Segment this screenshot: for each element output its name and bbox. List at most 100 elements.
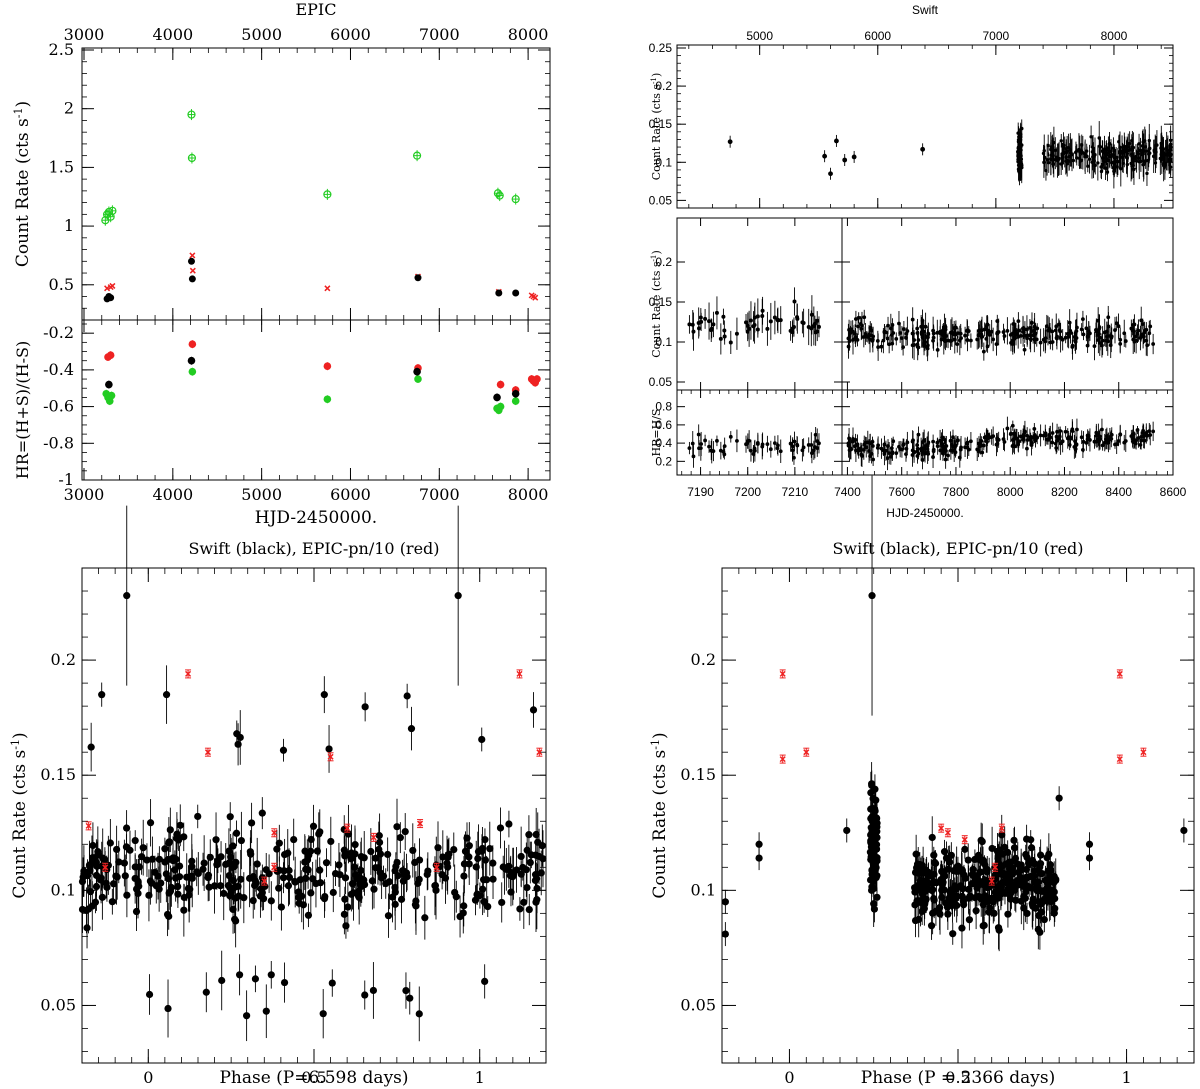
fold-long-epic-point-3 (938, 825, 945, 832)
fold-short-swift-point-370 (438, 870, 446, 879)
swift-main-rate-point-181 (1048, 340, 1053, 345)
swift-zoom-rate-point-16 (760, 308, 765, 313)
fold-long-swift-monitor-point-311 (984, 879, 992, 888)
fold-short-swift-outlier-2 (454, 592, 462, 600)
swift-main-hr-frame (841, 389, 1174, 476)
swift-main-rate-point-284 (965, 329, 970, 333)
epic-rate-frame (81, 47, 551, 321)
fold-short-epic-point-13 (536, 749, 543, 756)
swift-main-hr-point-171 (951, 435, 955, 440)
fold-short-xtick-label-1: 0.5 (301, 1068, 326, 1087)
swift-chart: Swift 5000 6000 7000 8000 0.05 0.1 0.15 0.2 0.25 C… (649, 3, 1187, 520)
fold-short-swift-point-400 (91, 898, 100, 906)
fold-short-swift-point-361 (444, 863, 452, 871)
swift-main-hr-point-242 (1122, 440, 1127, 445)
fold-short-swift-point-174 (267, 971, 275, 979)
fold-short-swift-point-325 (465, 853, 473, 861)
fold-short-swift-point-417 (471, 896, 480, 904)
fold-short-swift-point-381 (155, 885, 163, 893)
fold-long-swift-monitor-point-277 (1017, 897, 1025, 905)
fold-long-epic-point-2 (803, 749, 810, 756)
swift-top-monitor-point-185 (1151, 154, 1156, 159)
fold-short-swift-point-331 (259, 895, 268, 903)
swift-main-hr-point-2 (894, 451, 899, 456)
fold-long-swift-monitor-point-237 (1043, 854, 1051, 862)
fold-short-swift-point-94 (396, 834, 404, 842)
swift-main-rate-point-253 (1084, 326, 1089, 331)
epic-xtick-label-0: 3000 (64, 485, 105, 504)
fold-long-swift-monitor-point-173 (928, 833, 936, 842)
swift-main-rate-point-283 (898, 331, 903, 335)
swift-zoom-rate-point-9 (748, 318, 753, 323)
fold-short-swift-point-306 (533, 884, 541, 893)
fold-short-swift-point-286 (194, 812, 202, 821)
fold-short-swift-point-364 (231, 883, 240, 891)
swift-main-rate-point-52 (991, 337, 996, 342)
fold-short-swift-point-337 (164, 875, 173, 883)
swift-hr-ytick-label-2: 0.6 (655, 418, 672, 432)
fold-short-swift-point-318 (235, 892, 243, 900)
fold-long-swift-monitor-point-307 (911, 888, 919, 896)
swift-main-hr-point-288 (1032, 435, 1037, 440)
swift-top-monitor-point-217 (1060, 152, 1064, 156)
swift-main-xtick-label-5: 8400 (1105, 485, 1132, 499)
swift-main-rate-point-189 (1100, 338, 1105, 343)
swift-main-rate-point-223 (855, 337, 860, 342)
swift-zoom-rate-point-35 (718, 336, 723, 341)
swift-main-hr-point-291 (1025, 438, 1030, 442)
swift-zoom-hr-point-50 (790, 448, 795, 453)
swift-zoom-hr-point-51 (735, 438, 739, 443)
swift-main-hr-point-165 (1028, 435, 1032, 440)
swift-main-rate-point-110 (1138, 336, 1143, 340)
fold-short-swift-point-392 (227, 853, 235, 861)
fold-short-swift-point-279 (218, 976, 226, 985)
swift-main-hr-point-93 (1055, 439, 1059, 443)
fold-short-swift-point-342 (401, 827, 409, 836)
swift-main-rate-point-269 (890, 323, 895, 327)
swift-main-hr-point-279 (977, 444, 982, 449)
fold-long-swift-monitor-point-208 (965, 916, 973, 924)
fold-short-swift-point-349 (480, 876, 488, 884)
fold-long-swift-monitor-point-297 (976, 868, 984, 876)
fold-long-epic-point-7 (992, 864, 999, 871)
fold-short-swift-point-310 (290, 835, 298, 844)
epic-top-xtick-label-5: 8000 (508, 25, 549, 44)
fold-short-swift-point-273 (98, 691, 106, 699)
swift-main-rate-point-290 (1021, 329, 1025, 334)
fold-short-swift-point-268 (403, 692, 411, 700)
fold-short-swift-point-313 (143, 856, 151, 864)
swift-main-hr-point-130 (1050, 431, 1055, 435)
fold-short-swift-point-156 (340, 910, 348, 918)
fold-short-swift-point-382 (307, 889, 315, 897)
fold-long-swift-monitor-point-295 (1036, 887, 1044, 895)
fold-short-swift-point-6 (539, 855, 547, 863)
fold-short-swift-point-86 (108, 898, 116, 906)
swift-main-hr-point-186 (901, 442, 906, 447)
swift-main-rate-point-153 (1055, 334, 1059, 339)
fold-short-swift-point-77 (516, 905, 524, 913)
swift-mid-ytick-label-0: 0.05 (649, 375, 673, 389)
fold-short-swift-point-395 (135, 863, 143, 871)
swift-main-hr-point-246 (948, 448, 953, 453)
swift-top-monitor-point-194 (1105, 157, 1109, 161)
fold-short-swift-point-178 (316, 866, 324, 874)
epic-rate-ytick-label-1: 1 (64, 216, 74, 235)
swift-main-hr-point-69 (1038, 433, 1043, 438)
swift-main-rate-point-236 (891, 331, 896, 335)
fold-short-ytick-label-1: 0.1 (51, 880, 76, 899)
swift-top-monitor-point-210 (1085, 149, 1089, 153)
swift-main-rate-point-254 (1104, 334, 1109, 339)
fold-short-swift-point-182 (167, 883, 175, 892)
swift-main-rate-point-83 (869, 328, 874, 333)
fold-long-swift-early-point-6 (1085, 840, 1094, 848)
swift-main-hr-point-272 (1050, 440, 1055, 445)
fold-short-swift-point-99 (384, 912, 393, 920)
fold-short-swift-point-290 (319, 1010, 327, 1018)
fold-short-swift-point-185 (226, 813, 234, 821)
swift-main-rate-point-230 (1070, 345, 1075, 349)
swift-main-rate-point-281 (963, 333, 967, 338)
swift-main-rate-point-69 (1038, 340, 1043, 345)
swift-main-rate-point-261 (1129, 326, 1134, 331)
swift-main-hr-point-295 (1043, 433, 1048, 438)
epic-rate-ytick-label-2: 1.5 (49, 157, 74, 176)
